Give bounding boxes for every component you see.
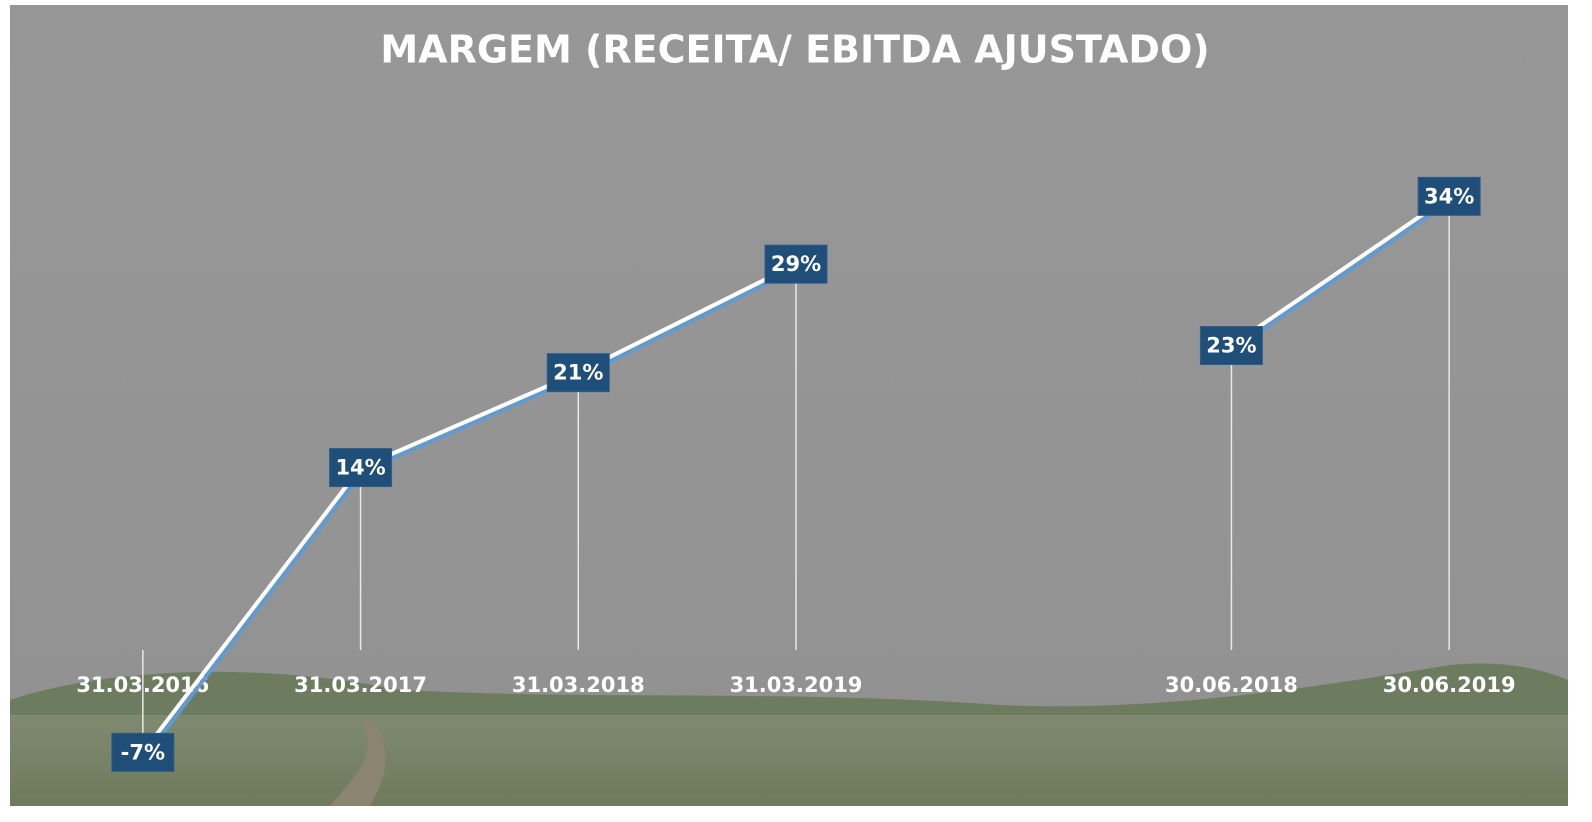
data-label-box	[1417, 176, 1481, 216]
plot-bg	[10, 5, 1568, 806]
data-label: 14%	[335, 456, 385, 480]
data-label: 21%	[553, 361, 603, 385]
data-label-box	[546, 353, 610, 393]
field	[10, 715, 1568, 806]
data-label: 29%	[771, 252, 821, 276]
x-tick-label: 30.06.2019	[1383, 673, 1516, 697]
data-label-box	[329, 448, 393, 488]
data-label: 23%	[1206, 334, 1256, 358]
x-tick-label: 31.03.2018	[512, 673, 645, 697]
chart-title: MARGEM (RECEITA/ EBITDA AJUSTADO)	[380, 28, 1209, 72]
data-label: 34%	[1424, 184, 1474, 208]
data-label-box	[1199, 326, 1263, 366]
data-label-box	[764, 244, 828, 284]
x-tick-label: 30.06.2018	[1165, 673, 1298, 697]
data-label: -7%	[121, 740, 165, 764]
path	[330, 720, 386, 806]
line	[141, 194, 1451, 754]
data-label-box	[111, 732, 175, 772]
x-tick-label: 31.03.2017	[294, 673, 427, 697]
x-tick-label: 31.03.2019	[730, 673, 863, 697]
